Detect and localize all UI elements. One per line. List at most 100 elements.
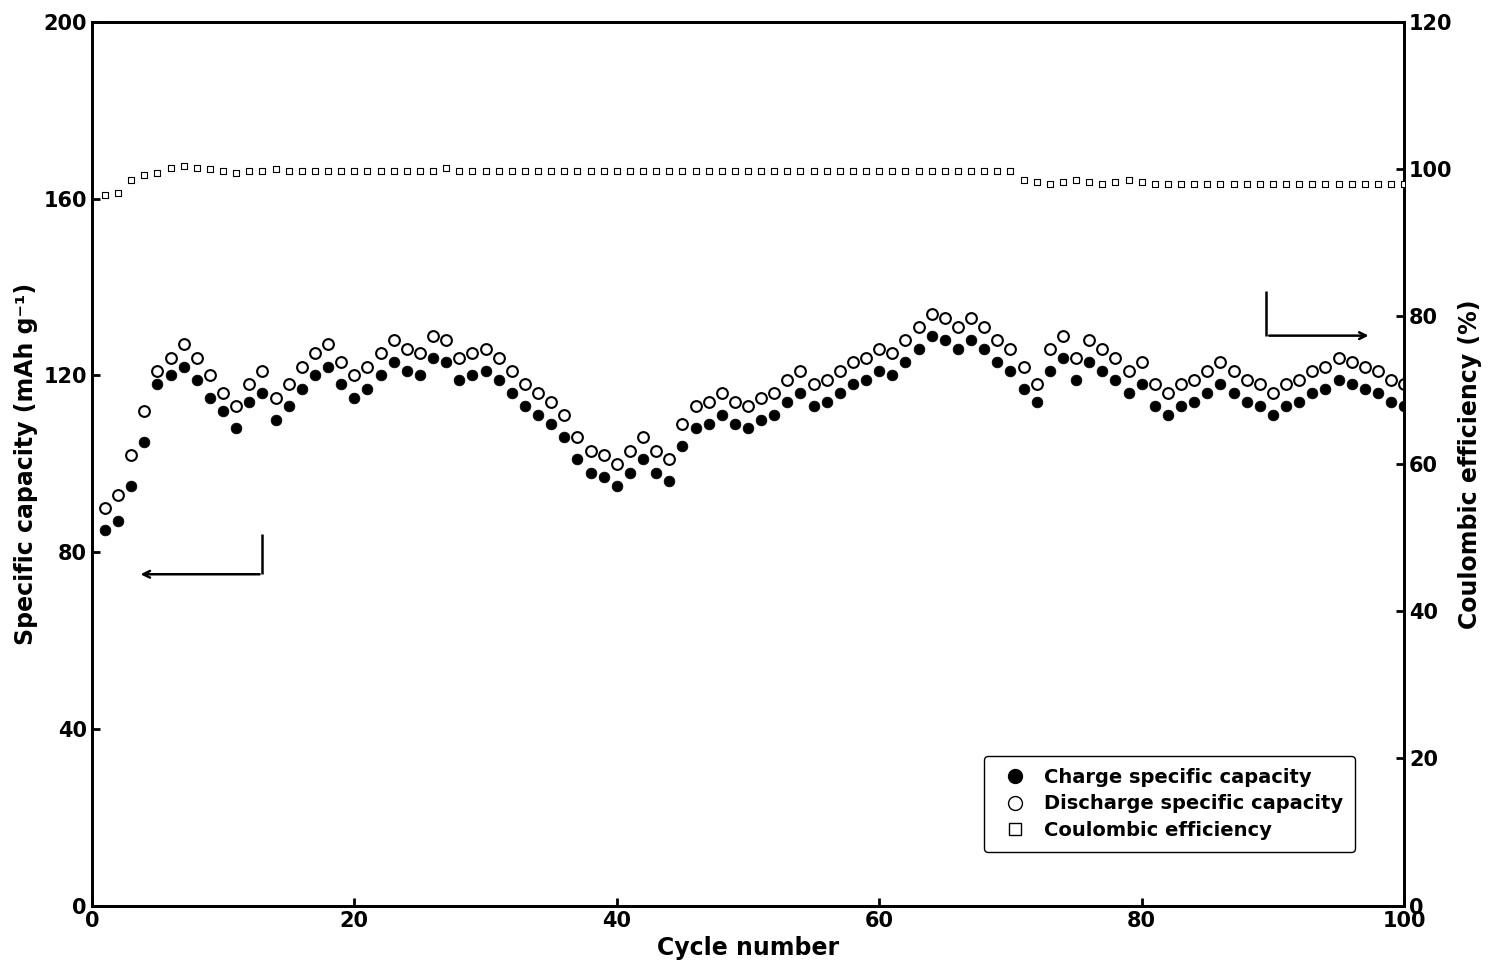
Point bbox=[1379, 372, 1403, 388]
Point bbox=[434, 355, 458, 370]
X-axis label: Cycle number: Cycle number bbox=[657, 936, 839, 960]
Point bbox=[880, 346, 904, 361]
Point bbox=[172, 337, 196, 353]
Point bbox=[893, 355, 917, 370]
Point bbox=[381, 163, 405, 178]
Point bbox=[145, 377, 169, 393]
Point bbox=[1366, 176, 1390, 192]
Point bbox=[827, 363, 851, 379]
Point bbox=[356, 163, 380, 178]
Point bbox=[841, 377, 865, 393]
Point bbox=[527, 386, 551, 401]
Point bbox=[1077, 174, 1101, 190]
Point bbox=[684, 398, 708, 414]
Point bbox=[381, 355, 405, 370]
Point bbox=[697, 416, 721, 431]
Point bbox=[1168, 377, 1192, 393]
Point bbox=[920, 163, 944, 178]
Point bbox=[132, 433, 156, 449]
Point bbox=[565, 430, 589, 445]
Point bbox=[579, 465, 603, 480]
Point bbox=[224, 165, 248, 180]
Point bbox=[1143, 377, 1167, 393]
Point bbox=[1104, 350, 1128, 365]
Point bbox=[277, 163, 301, 178]
Point bbox=[1195, 176, 1219, 192]
Point bbox=[250, 386, 274, 401]
Point bbox=[552, 430, 576, 445]
Point bbox=[277, 398, 301, 414]
Point bbox=[1025, 174, 1049, 190]
Point bbox=[539, 416, 562, 431]
Point bbox=[211, 163, 235, 178]
Point bbox=[1248, 398, 1272, 414]
Point bbox=[1222, 386, 1246, 401]
Point bbox=[1327, 350, 1351, 365]
Point bbox=[604, 163, 628, 178]
Point bbox=[1234, 372, 1258, 388]
Point bbox=[395, 163, 419, 178]
Point bbox=[618, 465, 642, 480]
Point bbox=[461, 346, 485, 361]
Point bbox=[775, 394, 799, 410]
Point bbox=[1340, 176, 1364, 192]
Point bbox=[447, 163, 471, 178]
Point bbox=[841, 355, 865, 370]
Point bbox=[159, 350, 183, 365]
Point bbox=[670, 416, 694, 431]
Point bbox=[645, 163, 669, 178]
Point bbox=[304, 367, 328, 383]
Point bbox=[172, 158, 196, 173]
Point bbox=[1234, 394, 1258, 410]
Point bbox=[657, 163, 681, 178]
Y-axis label: Specific capacity (mAh g⁻¹): Specific capacity (mAh g⁻¹) bbox=[13, 282, 37, 645]
Point bbox=[1340, 355, 1364, 370]
Point bbox=[854, 163, 878, 178]
Point bbox=[1182, 394, 1206, 410]
Point bbox=[934, 310, 957, 325]
Point bbox=[1234, 176, 1258, 192]
Point bbox=[552, 407, 576, 423]
Point bbox=[645, 443, 669, 459]
Point bbox=[1077, 355, 1101, 370]
Point bbox=[880, 367, 904, 383]
Point bbox=[500, 363, 524, 379]
Point bbox=[723, 394, 747, 410]
Point bbox=[368, 163, 392, 178]
Point bbox=[381, 332, 405, 348]
Point bbox=[197, 390, 221, 405]
Point bbox=[907, 319, 931, 335]
Point bbox=[211, 386, 235, 401]
Point bbox=[802, 398, 826, 414]
Point bbox=[592, 163, 616, 178]
Point bbox=[513, 377, 537, 393]
Point bbox=[159, 160, 183, 175]
Point bbox=[106, 513, 130, 529]
Point bbox=[1352, 381, 1376, 396]
Point bbox=[1011, 358, 1035, 374]
Point bbox=[106, 487, 130, 503]
Point bbox=[1340, 377, 1364, 393]
Point bbox=[972, 341, 996, 356]
Point bbox=[1156, 386, 1180, 401]
Point bbox=[1313, 358, 1337, 374]
Point bbox=[1393, 377, 1417, 393]
Point bbox=[1209, 377, 1233, 393]
Point bbox=[500, 386, 524, 401]
Point bbox=[1182, 372, 1206, 388]
Point bbox=[474, 363, 498, 379]
Point bbox=[250, 363, 274, 379]
Point bbox=[93, 522, 117, 538]
Point bbox=[434, 332, 458, 348]
Point bbox=[893, 163, 917, 178]
Point bbox=[1275, 176, 1299, 192]
Point bbox=[197, 162, 221, 177]
Point bbox=[159, 367, 183, 383]
Point bbox=[1038, 176, 1062, 192]
Point bbox=[854, 372, 878, 388]
Point bbox=[106, 185, 130, 201]
Point bbox=[1393, 398, 1417, 414]
Point bbox=[408, 367, 432, 383]
Point bbox=[132, 168, 156, 183]
Point bbox=[486, 163, 510, 178]
